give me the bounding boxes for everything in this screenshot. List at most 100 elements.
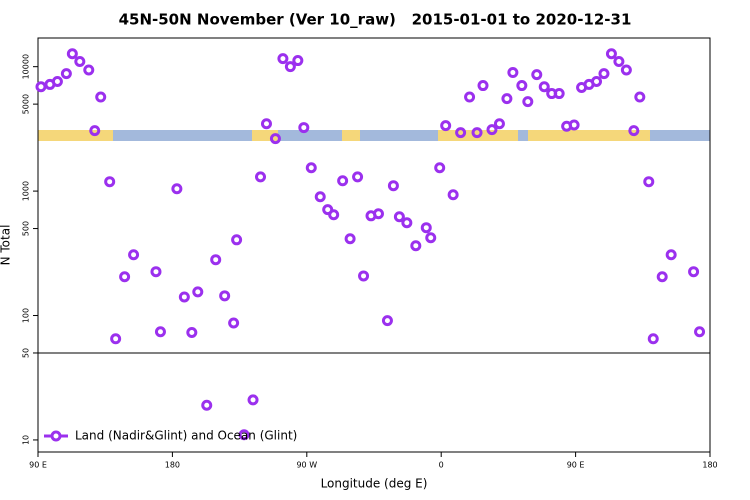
point (553, 88, 565, 100)
point (471, 127, 483, 139)
y-tick-label: 10 (22, 435, 31, 445)
y-tick-label: 500 (22, 221, 31, 236)
point (410, 240, 422, 252)
point (192, 286, 204, 298)
y-tick-label: 10000 (22, 54, 31, 79)
x-tick-label: 90 W (296, 461, 317, 470)
point (387, 180, 399, 192)
point (401, 217, 413, 229)
point (522, 96, 534, 108)
y-tick-label: 50 (22, 348, 31, 358)
point (507, 67, 519, 79)
land-strip (342, 130, 360, 141)
point (647, 333, 659, 345)
point (665, 249, 677, 261)
point (634, 91, 646, 103)
point (447, 189, 459, 201)
point (501, 93, 513, 105)
land-strip (252, 130, 278, 141)
point (464, 91, 476, 103)
point (60, 68, 72, 80)
y-tick-label: 1000 (21, 181, 30, 201)
point (314, 191, 326, 203)
x-tick-label: 0 (439, 461, 444, 470)
point (643, 176, 655, 188)
point (493, 118, 505, 130)
point (51, 76, 63, 88)
point (531, 69, 543, 81)
point (568, 119, 580, 131)
point (322, 204, 334, 216)
point (440, 120, 452, 132)
y-axis-label: N Total (0, 225, 13, 266)
point (231, 234, 243, 246)
point (154, 326, 166, 338)
legend-marker (50, 430, 62, 442)
point (260, 118, 272, 130)
x-tick-label: 180 (702, 461, 717, 470)
point (83, 64, 95, 76)
point (434, 162, 446, 174)
point (74, 56, 86, 68)
point (95, 91, 107, 103)
x-axis-label: Longitude (deg E) (321, 477, 428, 491)
point (201, 399, 213, 411)
point (247, 394, 259, 406)
ocean-strip (38, 130, 710, 141)
point (128, 249, 140, 261)
point (298, 122, 310, 134)
point (688, 266, 700, 278)
point (455, 127, 467, 139)
point (598, 68, 610, 80)
point (486, 124, 498, 136)
point (269, 133, 281, 145)
point (516, 80, 528, 92)
point (104, 176, 116, 188)
land-strip (38, 130, 113, 141)
point (305, 162, 317, 174)
point (337, 175, 349, 187)
plot-frame (37, 37, 711, 453)
y-tick-label: 5000 (22, 94, 31, 114)
point (628, 125, 640, 137)
point (393, 211, 405, 223)
x-tick-label: 90 E (29, 461, 47, 470)
point (178, 291, 190, 303)
point (477, 80, 489, 92)
point (613, 56, 625, 68)
point (381, 315, 393, 327)
point (605, 48, 617, 60)
y-tick-label: 100 (22, 308, 31, 323)
point (591, 76, 603, 88)
point (219, 290, 231, 302)
point (228, 317, 240, 329)
point (89, 125, 101, 137)
x-tick-label: 180 (165, 461, 180, 470)
point (255, 171, 267, 183)
point (372, 208, 384, 220)
point (328, 209, 340, 221)
point (150, 266, 162, 278)
surface-strip (38, 130, 710, 141)
point (425, 232, 437, 244)
point (110, 333, 122, 345)
point (186, 327, 198, 339)
point (694, 326, 706, 338)
point (620, 64, 632, 76)
point (210, 254, 222, 266)
point (344, 233, 356, 245)
point (238, 429, 250, 441)
point (277, 53, 289, 65)
x-tick-label: 90 E (567, 461, 585, 470)
point (171, 183, 183, 195)
chart-title: 45N-50N November (Ver 10_raw) 2015-01-01… (119, 11, 632, 29)
point (284, 61, 296, 73)
point (119, 271, 131, 283)
point (420, 222, 432, 234)
point (66, 48, 78, 60)
point (292, 55, 304, 67)
land-strip (528, 130, 650, 141)
point (352, 171, 364, 183)
